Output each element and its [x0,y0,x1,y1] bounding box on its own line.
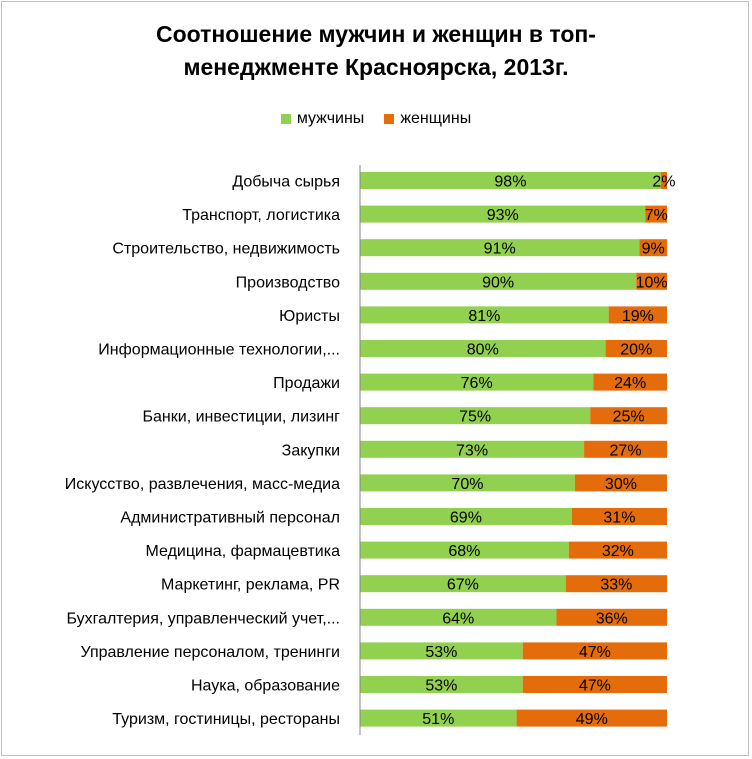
data-label-women: 30% [605,476,637,493]
legend-item-men: мужчины [280,110,365,128]
data-label-women: 19% [622,308,654,325]
category-label: Медицина, фармацевтика [146,543,341,560]
data-label-men: 51% [422,711,454,728]
chart-title: Соотношение мужчин и женщин в топ- менед… [0,18,752,84]
data-label-men: 69% [450,510,482,527]
bar-men [360,272,637,290]
data-label-men: 64% [442,610,474,627]
category-label: Наука, образование [191,678,340,695]
bar-men [360,508,572,525]
data-label-women: 49% [576,711,608,728]
data-label-men: 68% [448,543,480,560]
data-label-women: 2% [652,174,675,191]
bar-women [556,608,667,626]
bar-women [636,272,667,290]
bar-women [645,205,667,223]
bar-women [574,474,667,492]
category-label: Информационные технологии,... [98,342,340,359]
category-label: Строительство, недвижимость [112,241,340,258]
bar-men [360,306,609,324]
bar-women [565,575,667,593]
data-label-women: 10% [636,274,668,291]
data-label-women: 24% [614,375,646,392]
data-label-men: 70% [451,476,483,493]
data-label-women: 47% [579,678,611,695]
data-label-women: 27% [610,442,642,459]
bar-men [360,373,594,391]
legend-swatch-women [384,114,395,124]
bar-women [593,373,667,391]
bar-men [360,676,523,693]
data-label-women: 36% [596,610,628,627]
data-label-men: 90% [482,274,514,291]
category-label: Искусство, развлечения, масс-медиа [65,476,340,493]
bar-women [639,239,667,257]
legend-label-women: женщины [400,110,472,127]
bar-men [360,575,566,593]
data-label-men: 93% [487,207,519,224]
category-label: Маркетинг, реклама, PR [161,577,340,594]
data-label-men: 53% [425,678,457,695]
bar-women [660,172,667,189]
data-label-men: 73% [456,442,488,459]
bar-men [360,709,517,727]
bar-women [516,709,667,727]
legend-item-women: женщины [384,110,471,128]
data-label-men: 75% [459,409,491,426]
bar-women [605,340,667,357]
category-label: Административный персонал [120,510,340,527]
bar-men [360,608,557,626]
category-label: Управление персоналом, тренинги [81,644,340,661]
bar-women [522,676,667,693]
bar-men [360,541,569,559]
data-label-men: 53% [425,644,457,661]
data-label-women: 7% [645,207,668,224]
bar-men [360,407,591,425]
data-label-men: 91% [484,241,516,258]
chart-title-line-2: менеджменте Красноярска, 2013г. [183,54,569,80]
data-label-men: 76% [461,375,493,392]
category-label: Закупки [282,442,340,459]
category-label: Юристы [279,308,340,325]
data-label-men: 81% [468,308,500,325]
category-label: Продажи [273,375,340,392]
bar-women [590,407,667,425]
bar-women [571,508,667,525]
bar-men [360,239,640,257]
bar-women [522,642,667,660]
bar-men [360,340,606,357]
data-label-men: 80% [467,342,499,359]
data-label-men: 98% [494,174,526,191]
chart-legend: мужчины женщины [0,110,752,128]
category-label: Бухгалтерия, управленческий учет,... [66,610,340,627]
legend-swatch-men [280,114,291,124]
data-label-women: 25% [613,409,645,426]
data-label-women: 20% [620,342,652,359]
data-label-women: 32% [602,543,634,560]
data-label-women: 33% [600,577,632,594]
data-label-women: 31% [603,510,635,527]
legend-label-men: мужчины [296,110,365,127]
category-label: Туризм, гостиницы, рестораны [112,711,340,728]
category-label: Банки, инвестиции, лизинг [143,409,341,426]
data-label-women: 47% [579,644,611,661]
bar-men [360,642,523,660]
data-label-women: 9% [642,241,665,258]
bar-women [584,440,667,458]
bar-men [360,474,575,492]
bar-men [360,205,646,223]
bar-men [360,172,661,189]
chart-title-line-1: Соотношение мужчин и женщин в топ- [156,21,596,47]
category-label: Добыча сырья [232,174,340,191]
category-label: Производство [236,274,340,291]
bar-men [360,440,585,458]
bar-women [608,306,667,324]
bar-women [568,541,667,559]
category-label: Транспорт, логистика [182,207,340,224]
data-label-men: 67% [447,577,479,594]
